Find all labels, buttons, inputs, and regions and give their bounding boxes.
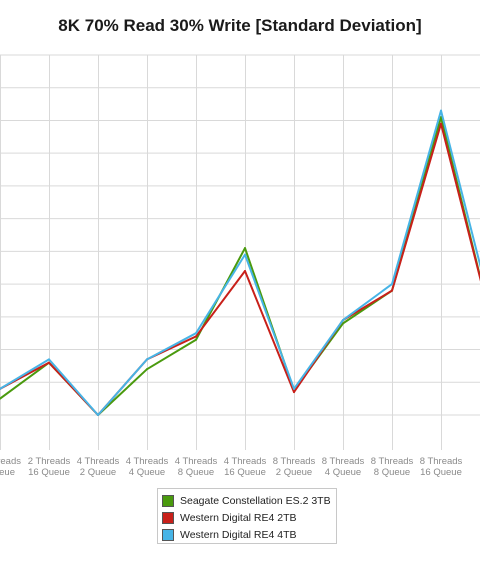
x-tick-label-line2: 16 Queue [28, 467, 70, 478]
x-tick-label-line2: 16 Queue [224, 467, 266, 478]
series-layer [0, 109, 480, 416]
x-tick-label-line1: 4 Threads [126, 456, 169, 467]
data-point [195, 332, 197, 335]
data-point [195, 338, 197, 341]
x-tick-label-line1: 8 Threads [322, 456, 365, 467]
data-point [97, 414, 99, 416]
data-point [146, 368, 148, 371]
x-tick-label-line1: 4 Threads [77, 456, 120, 467]
data-point [342, 319, 344, 322]
legend-swatch [162, 528, 174, 541]
series-line-1 [0, 116, 480, 416]
x-tick-label-line2: 2 Queue [276, 467, 312, 478]
x-tick-label-line1: 4 Threads [224, 456, 267, 467]
data-point [391, 289, 393, 292]
data-point [244, 247, 246, 250]
series-line-3 [0, 109, 480, 416]
legend-swatch [162, 511, 174, 524]
data-point [293, 391, 295, 394]
x-tick-label-line1: 8 Threads [371, 456, 414, 467]
x-tick-label-line2: 8 Queue [374, 467, 410, 478]
data-point [342, 322, 344, 325]
x-tick-label-line1: 8 Threads [420, 456, 463, 467]
x-tick-label-line2: Queue [0, 467, 15, 478]
legend-label: Seagate Constellation ES.2 3TB [180, 494, 331, 507]
legend-label: Western Digital RE4 2TB [180, 511, 297, 524]
x-tick-label-line2: 4 Queue [325, 467, 361, 478]
data-point [0, 387, 1, 390]
x-tick-label-line1: 8 Threads [273, 456, 316, 467]
data-point [440, 116, 442, 119]
x-tick-label-line1: 2 Threads [28, 456, 71, 467]
x-tick-label-line1: 4 Threads [175, 456, 218, 467]
series-line-2 [0, 122, 480, 416]
data-point [244, 253, 246, 256]
data-point [146, 358, 148, 361]
data-point [440, 122, 442, 125]
legend: Seagate Constellation ES.2 3TB Western Di… [157, 488, 337, 544]
data-point [195, 335, 197, 338]
x-tick-label-line2: 2 Queue [80, 467, 116, 478]
data-point [391, 283, 393, 286]
x-tick-label-line2: 8 Queue [178, 467, 214, 478]
data-point [440, 109, 442, 112]
data-point [293, 387, 295, 390]
x-tick-label-line1: Threads [0, 456, 21, 467]
data-point [48, 361, 50, 364]
chart-title: 8K 70% Read 30% Write [Standard Deviatio… [58, 16, 422, 35]
legend-item: Western Digital RE4 4TB [162, 526, 332, 543]
data-point [0, 397, 1, 400]
legend-label: Western Digital RE4 4TB [180, 528, 297, 541]
legend-item: Western Digital RE4 2TB [162, 509, 332, 526]
legend-swatch [162, 494, 174, 507]
data-point [244, 270, 246, 272]
grid-layer [0, 54, 480, 450]
data-point [48, 358, 50, 361]
x-tick-label-line2: 4 Queue [129, 467, 165, 478]
legend-item: Seagate Constellation ES.2 3TB [162, 492, 332, 509]
x-tick-label-line2: 16 Queue [420, 467, 462, 478]
